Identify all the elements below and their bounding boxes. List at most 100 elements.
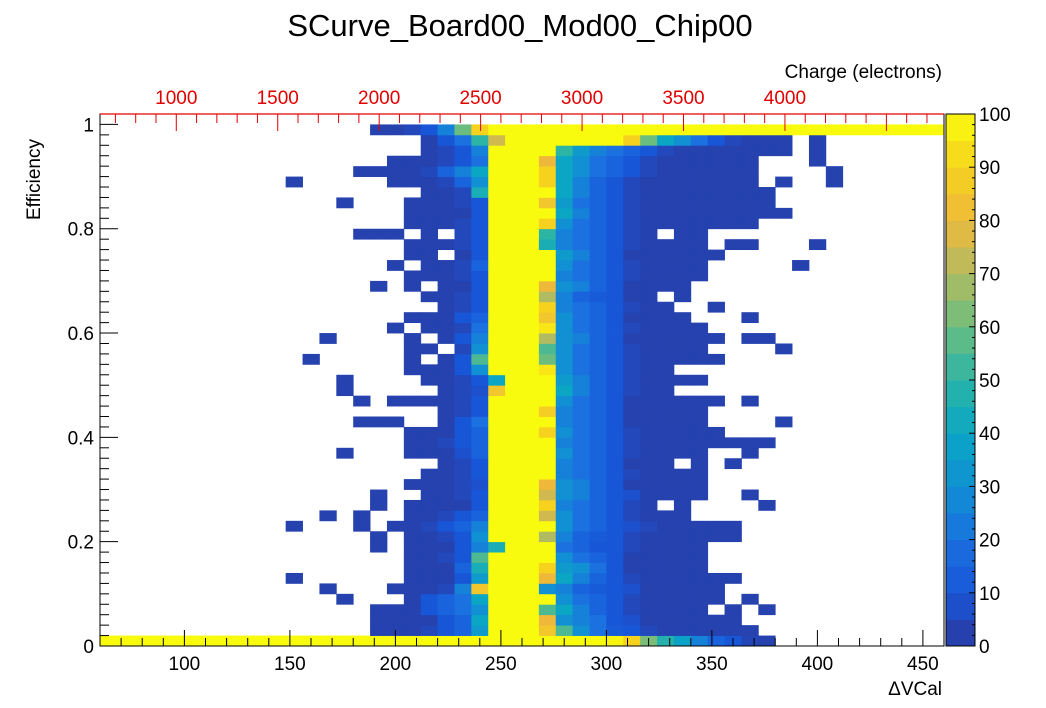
heatmap-cell [522,249,540,261]
heatmap-cell [623,353,641,365]
heatmap-cell [640,614,658,626]
heatmap-cell [640,374,658,386]
heatmap-cell [403,364,422,376]
heatmap-cell [657,145,675,157]
heatmap-cell [370,531,388,543]
heatmap-cell [488,249,506,261]
heatmap-cell [522,364,540,376]
heatmap-cell [572,280,590,292]
heatmap-cell [741,635,759,647]
heatmap-cell [673,447,692,459]
heatmap-cell [522,228,540,240]
heatmap-cell [370,625,388,636]
heatmap-cell [640,124,658,136]
heatmap-cell [657,374,675,386]
heatmap-cell [657,218,675,230]
heatmap-cell [606,552,624,563]
heatmap-cell [251,635,270,647]
heatmap-cell [488,510,506,522]
heatmap-cell [623,322,641,334]
heatmap-cell [522,270,540,282]
heatmap-cell [454,249,472,261]
heatmap-cell [589,333,607,344]
heatmap-cell [471,218,489,230]
heatmap-cell [572,510,590,522]
heatmap-cell [100,635,118,647]
heatmap-cell [606,416,624,428]
heatmap-cell [640,552,658,563]
heatmap-cell [673,416,692,428]
heatmap-cell [488,176,506,188]
heatmap-cell [623,312,641,324]
heatmap-cell [471,207,489,219]
heatmap-cell [775,124,793,136]
heatmap-cell [403,541,422,553]
heatmap-cell [471,270,489,282]
heatmap-cell [488,374,506,386]
heatmap-cell [488,458,506,470]
heatmap-cell [606,260,624,271]
heatmap-cell [640,531,658,543]
heatmap-cell [403,166,422,177]
heatmap-cell [505,301,523,313]
heatmap-cell [589,489,607,501]
z-tick-label: 100 [979,105,1011,126]
heatmap-cell [403,426,422,438]
heatmap-cell [657,625,675,636]
heatmap-cell [690,437,709,449]
heatmap-cell [606,562,624,574]
heatmap-cell [572,312,590,324]
heatmap-cell [555,134,574,146]
heatmap-cell [673,197,692,209]
palette-swatch [946,486,975,514]
heatmap-cell [673,374,692,386]
heatmap-cell [522,176,540,188]
heatmap-cell [522,291,540,303]
heatmap-cell [488,239,506,251]
heatmap-cell [555,562,574,574]
heatmap-cell [707,572,725,584]
heatmap-cell [589,166,607,177]
heatmap-cell [707,218,725,230]
heatmap-cell [538,187,557,198]
heatmap-cell [606,187,624,198]
heatmap-cell [589,155,607,167]
heatmap-cell [657,614,675,626]
heatmap-cell [707,176,725,188]
heatmap-cell [538,447,557,459]
heatmap-cell [673,353,692,365]
heatmap-cell [522,134,540,146]
heatmap-cell [606,395,624,407]
heatmap-cell [673,635,692,647]
heatmap-cell [707,593,725,605]
heatmap-cell [555,343,574,355]
heatmap-cell [538,176,557,188]
heatmap-cell [420,197,438,209]
heatmap-cell [488,228,506,240]
heatmap-cell [471,124,489,136]
heatmap-cell [420,572,438,584]
heatmap-cell [606,207,624,219]
heatmap-cell [623,145,641,157]
heatmap-cell [505,166,523,177]
heatmap-cell [673,531,692,543]
x2-tick-label: 3000 [561,88,603,109]
heatmap-cell [353,635,371,647]
heatmap-cell [589,520,607,532]
heatmap-cell [690,614,709,626]
heatmap-cell [640,395,658,407]
heatmap-cell [690,124,709,136]
heatmap-cell [285,520,303,532]
heatmap-cell [623,593,641,605]
heatmap-cell [437,374,455,386]
heatmap-cell [437,604,455,616]
heatmap-cell [572,270,590,282]
heatmap-cell [370,228,388,240]
heatmap-cell [420,468,438,480]
heatmap-cell [454,395,472,407]
heatmap-cell [673,437,692,449]
heatmap-cell [505,604,523,616]
heatmap-cell [640,604,658,616]
heatmap-cell [420,604,438,616]
